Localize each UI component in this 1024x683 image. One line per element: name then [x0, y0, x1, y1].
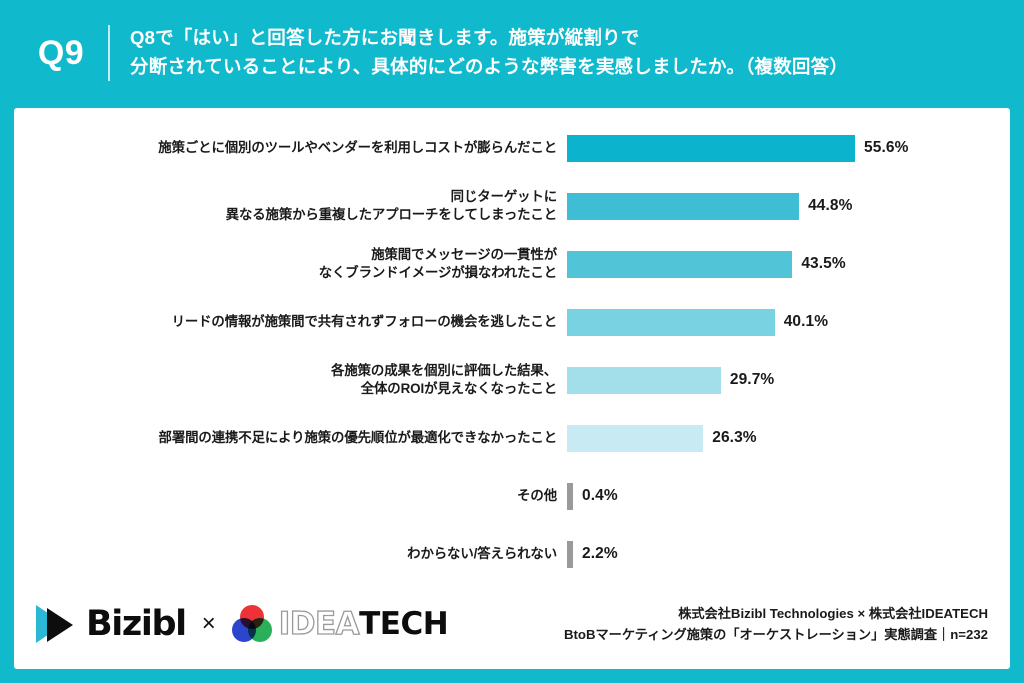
chart-bar-wrap: 29.7%: [567, 366, 1010, 394]
venn-circle-green-icon: [247, 618, 272, 642]
chart-row-label: 各施策の成果を個別に評価した結果、 全体のROIが見えなくなったこと: [331, 363, 557, 396]
chart-bar-wrap: 43.5%: [567, 250, 1010, 278]
chart-card: 施策ごとに個別のツールやベンダーを利用しコストが膨らんだこと 55.6% 同じターゲ…: [14, 108, 1010, 669]
chart-bar-value: 0.4%: [582, 487, 618, 504]
chart-bar: [567, 250, 793, 278]
ideatech-wordmark: IDEA TECH: [278, 605, 449, 642]
ideatech-wordmark-idea: IDEA: [278, 605, 360, 642]
chart-row-label: その他: [517, 488, 557, 504]
chart-bar: [567, 366, 721, 394]
ideatech-wordmark-tech: TECH: [359, 606, 449, 642]
chart-bar: [567, 308, 775, 336]
chart-bar-wrap: 26.3%: [567, 424, 1010, 452]
footer-credit-line-1: 株式会社Bizibl Technologies × 株式会社IDEATECH: [678, 605, 988, 621]
chart-row: リードの情報が施策間で共有されずフォローの機会を逃したこと 40.1%: [14, 298, 1010, 346]
bizibl-play-icon: [36, 603, 82, 645]
chart-bar-wrap: 2.2%: [567, 540, 1010, 568]
chart-row-label: リードの情報が施策間で共有されずフォローの機会を逃したこと: [171, 314, 558, 330]
chart-bar-value: 2.2%: [582, 545, 618, 562]
logo-group: Bizibl × IDEA TECH: [36, 603, 449, 645]
chart-bar-value: 55.6%: [864, 139, 909, 156]
chart-bar: [567, 482, 573, 510]
chart-row: 各施策の成果を個別に評価した結果、 全体のROIが見えなくなったこと 29.7%: [14, 356, 1010, 404]
chart-bar-wrap: 0.4%: [567, 482, 1010, 510]
chart-row: 部署間の連携不足により施策の優先順位が最適化できなかったこと 26.3%: [14, 414, 1010, 462]
chart-row-label: 部署間の連携不足により施策の優先順位が最適化できなかったこと: [158, 430, 558, 446]
chart-bar-value: 40.1%: [783, 313, 829, 330]
chart-bar-value: 29.7%: [729, 371, 775, 388]
chart-row-label: わからない/答えられない: [407, 546, 557, 562]
chart-bar-value: 26.3%: [712, 429, 757, 446]
header-divider: [108, 25, 110, 81]
bar-chart: 施策ごとに個別のツールやベンダーを利用しコストが膨らんだこと 55.6% 同じターゲ…: [14, 124, 1010, 588]
chart-row: 同じターゲットに 異なる施策から重複したアプローチをしてしまったこと 44.8%: [14, 182, 1010, 230]
chart-bar-value: 43.5%: [801, 255, 846, 272]
header-band: Q9 Q8で「はい」と回答した方にお聞きします。施策が縦割りで 分断されているこ…: [0, 0, 1024, 106]
chart-row-label: 施策間でメッセージの一貫性が なくブランドイメージが損なわれたこと: [318, 247, 557, 280]
question-number-badge: Q9: [37, 33, 85, 72]
chart-row: その他 0.4%: [14, 472, 1010, 520]
chart-bar: [567, 192, 800, 220]
chart-row: 施策間でメッセージの一貫性が なくブランドイメージが損なわれたこと 43.5%: [14, 240, 1010, 288]
chart-row-label: 同じターゲットに 異なる施策から重複したアプローチをしてしまったこと: [225, 189, 557, 222]
footer-credit-line-2: BtoBマーケティング施策の「オーケストレーション」実態調査｜n=232: [564, 627, 988, 642]
chart-bar-value: 44.8%: [808, 197, 853, 214]
rgb-venn-icon: [231, 605, 272, 643]
footer-credit: 株式会社Bizibl Technologies × 株式会社IDEATECH B…: [564, 603, 988, 646]
chart-row: 施策ごとに個別のツールやベンダーを利用しコストが膨らんだこと 55.6%: [14, 124, 1010, 172]
ideatech-logo: IDEA TECH: [231, 605, 449, 643]
chart-bar: [567, 134, 855, 162]
chart-bar: [567, 424, 704, 452]
chart-bar-wrap: 44.8%: [567, 192, 1010, 220]
bizibl-wordmark: Bizibl: [86, 604, 187, 644]
chart-row-label: 施策ごとに個別のツールやベンダーを利用しコストが膨らんだこと: [158, 140, 557, 156]
chart-bar: [567, 540, 573, 568]
bizibl-logo: Bizibl: [36, 603, 187, 645]
question-text: Q8で「はい」と回答した方にお聞きします。施策が縦割りで 分断されていることによ…: [130, 27, 849, 77]
play-triangle-black-icon: [47, 608, 73, 642]
footer: Bizibl × IDEA TECH 株式会社Bizibl Tec: [14, 583, 1010, 669]
chart-bar-wrap: 40.1%: [567, 308, 1010, 336]
logo-separator-x: ×: [201, 610, 216, 637]
chart-bar-wrap: 55.6%: [567, 134, 1010, 162]
chart-row: わからない/答えられない 2.2%: [14, 530, 1010, 578]
